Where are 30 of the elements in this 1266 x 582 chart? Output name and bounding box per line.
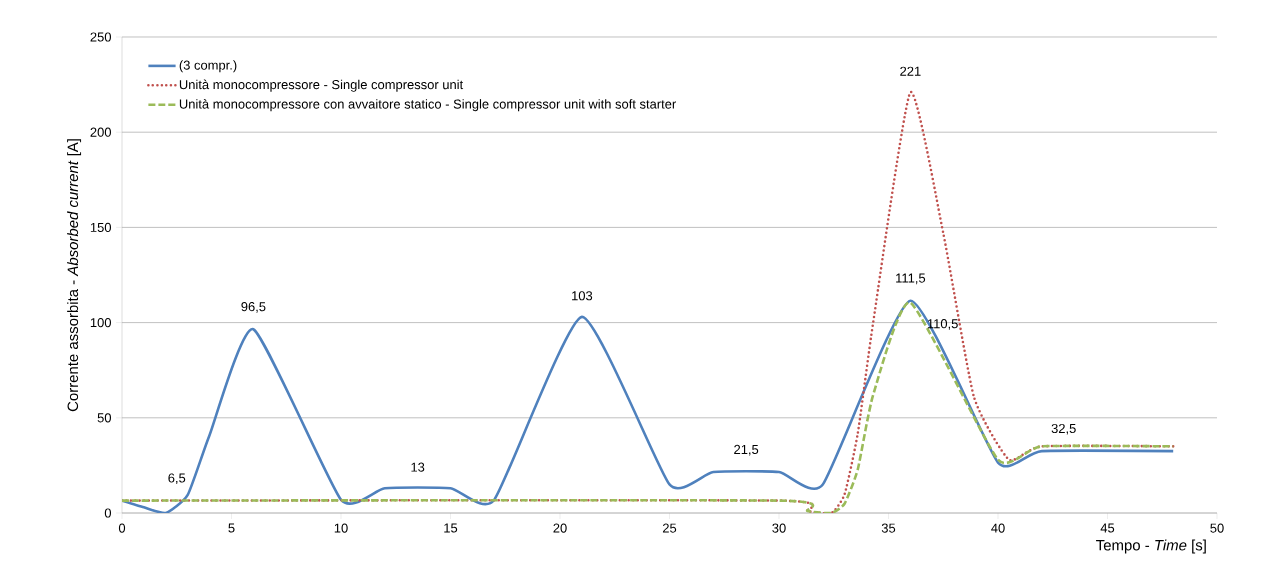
x-tick-label: 20 [553,523,567,533]
annotation: 21,5 [734,444,759,456]
x-tick-label: 35 [881,523,896,533]
x-tick-label: 15 [444,523,458,533]
annotation: 32,5 [1051,423,1076,435]
x-tick-label: 0 [118,523,126,533]
annotation: 103 [572,291,593,301]
annotation: 221 [900,66,921,76]
x-tick-label: 30 [772,523,786,533]
annotation: 13 [411,462,425,472]
x-axis-title: Tempo - Time [s] [1096,539,1206,554]
y-tick-label: 100 [90,318,111,328]
x-tick-label: 25 [662,523,677,533]
legend-label: Unità monocompressore con avvaitore statico - Single compressor unit with soft starter [179,99,676,112]
x-tick-label: 10 [334,523,348,533]
legend-label: (3 compr.) [179,60,237,73]
y-tick-label: 150 [90,222,111,232]
annotation: 96,5 [241,302,266,313]
x-tick-label: 50 [1210,523,1224,533]
legend-label: Unità monocompressore - Single compressor unit [179,79,464,92]
y-tick-label: 50 [97,413,111,423]
x-tick-label: 45 [1100,523,1115,533]
annotation: 111,5 [896,273,926,285]
y-tick-label: 200 [90,127,111,137]
y-tick-label: 250 [90,32,111,42]
y-axis-title: Corrente assorbita - Absorbed current [A] [67,139,82,412]
annotation: 6,5 [168,473,186,485]
x-tick-label: 40 [991,523,1005,533]
y-tick-label: 0 [104,508,112,518]
x-tick-label: 5 [228,523,235,533]
